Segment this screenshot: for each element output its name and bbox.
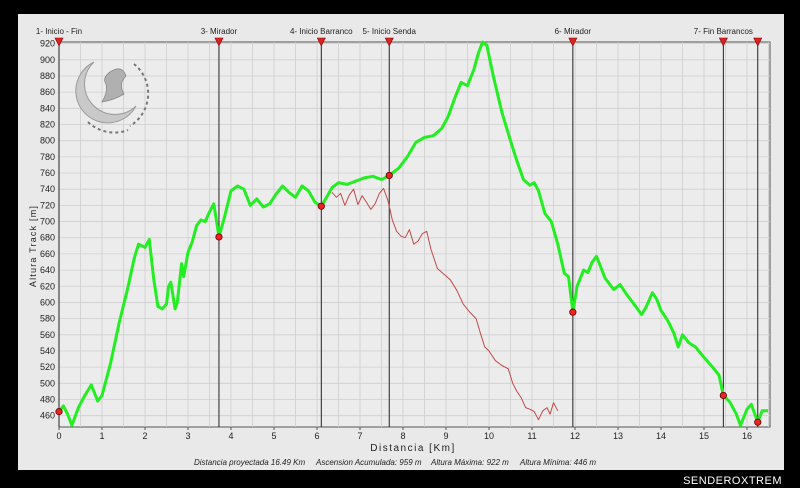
waypoint-label: 7- Fin Barrancos <box>694 27 753 36</box>
y-tick-label: 800 <box>40 136 55 146</box>
y-tick-label: 820 <box>40 120 55 130</box>
x-tick-label: 11 <box>527 431 536 441</box>
elevation-series-line <box>57 40 769 427</box>
y-tick-label: 880 <box>40 71 55 81</box>
waypoint-marker-triangle <box>568 37 578 47</box>
y-axis-label-group: Altura Track [m] <box>28 205 38 287</box>
stats-line: Distancia proyectada 16.49 Km Ascension … <box>194 458 596 467</box>
elevation-profile-chart: 4604805005205405605806006206406606807007… <box>28 27 771 467</box>
waypoint-point <box>754 418 762 426</box>
x-tick-label: 2 <box>142 431 147 441</box>
y-tick-label: 920 <box>40 39 55 49</box>
y-tick-label: 540 <box>40 346 55 356</box>
y-tick-label: 500 <box>40 378 55 388</box>
x-tick-label: 3 <box>185 431 190 441</box>
y-tick-label: 520 <box>40 362 55 372</box>
secondary-series-line <box>331 187 559 421</box>
waypoint-point <box>215 233 223 241</box>
x-tick-label: 8 <box>400 431 405 441</box>
stat-distance: Distancia proyectada 16.49 Km <box>194 458 306 467</box>
y-tick-label: 700 <box>40 217 55 227</box>
y-tick-label: 860 <box>40 87 55 97</box>
y-tick-label: 480 <box>40 395 55 405</box>
waypoint-marker-triangle <box>384 37 394 47</box>
x-tick-label: 1 <box>99 431 104 441</box>
y-tick-label: 900 <box>40 55 55 65</box>
x-tick-label: 4 <box>228 431 233 441</box>
x-tick-label: 6 <box>314 431 319 441</box>
y-tick-label: 460 <box>40 411 55 421</box>
x-tick-label: 7 <box>357 431 362 441</box>
x-axis-label: Distancia [Km] <box>370 443 455 454</box>
chart-axes: 4604805005205405605806006206406606807007… <box>40 39 752 441</box>
waypoint-label: 6- Mirador <box>555 27 592 36</box>
y-tick-label: 680 <box>40 233 55 243</box>
waypoint-marker-triangle <box>753 37 763 47</box>
waypoint-label: 1- Inicio - Fin <box>36 27 82 36</box>
y-axis-label: Altura Track [m] <box>28 205 38 287</box>
x-tick-label: 13 <box>613 431 623 441</box>
x-tick-label: 16 <box>742 431 752 441</box>
y-tick-label: 780 <box>40 152 55 162</box>
y-tick-label: 560 <box>40 330 55 340</box>
waypoint-marker-triangle <box>214 37 224 47</box>
waypoint-label: 3- Mirador <box>201 27 238 36</box>
y-tick-label: 600 <box>40 297 55 307</box>
waypoint-marker-triangle <box>316 37 326 47</box>
y-tick-label: 720 <box>40 200 55 210</box>
stat-max-altitude: Altura Máxima: 922 m <box>430 458 509 467</box>
y-tick-label: 740 <box>40 184 55 194</box>
x-tick-label: 14 <box>656 431 666 441</box>
stat-ascent: Ascension Acumulada: 959 m <box>315 458 422 467</box>
x-tick-label: 10 <box>484 431 494 441</box>
waypoint-point <box>569 308 577 316</box>
stat-min-altitude: Altura Mínima: 446 m <box>519 458 596 467</box>
plot-area <box>58 41 771 428</box>
y-tick-label: 760 <box>40 168 55 178</box>
waypoint-point <box>317 202 325 210</box>
waypoint-marker-triangle <box>54 37 64 47</box>
waypoint-label: 4- Inicio Barranco <box>290 27 353 36</box>
chart-grid <box>58 41 771 428</box>
brand-watermark: SENDEROXTREM <box>683 475 782 487</box>
waypoint-point <box>55 408 63 416</box>
waypoint-label: 5- Inicio Senda <box>363 27 417 36</box>
circular-track-logo-icon <box>75 61 150 134</box>
chart-marks: 1- Inicio - Fin 3- Mirador 4- Inicio Barra… <box>36 27 769 427</box>
x-tick-label: 5 <box>271 431 276 441</box>
y-tick-label: 840 <box>40 103 55 113</box>
x-tick-label: 0 <box>56 431 61 441</box>
waypoint-point <box>719 391 727 400</box>
y-tick-label: 580 <box>40 314 55 324</box>
chart-panel: 460 480 500 520 540 560 580 600 620 640 660 680 700 7… <box>18 14 784 470</box>
waypoint-marker-triangle <box>718 37 728 47</box>
x-tick-label: 9 <box>443 431 448 441</box>
x-tick-label: 12 <box>570 431 580 441</box>
x-tick-label: 15 <box>699 431 709 441</box>
y-tick-label: 640 <box>40 265 55 275</box>
y-tick-label: 660 <box>40 249 55 259</box>
y-tick-label: 620 <box>40 281 55 291</box>
waypoint-point <box>385 171 393 180</box>
